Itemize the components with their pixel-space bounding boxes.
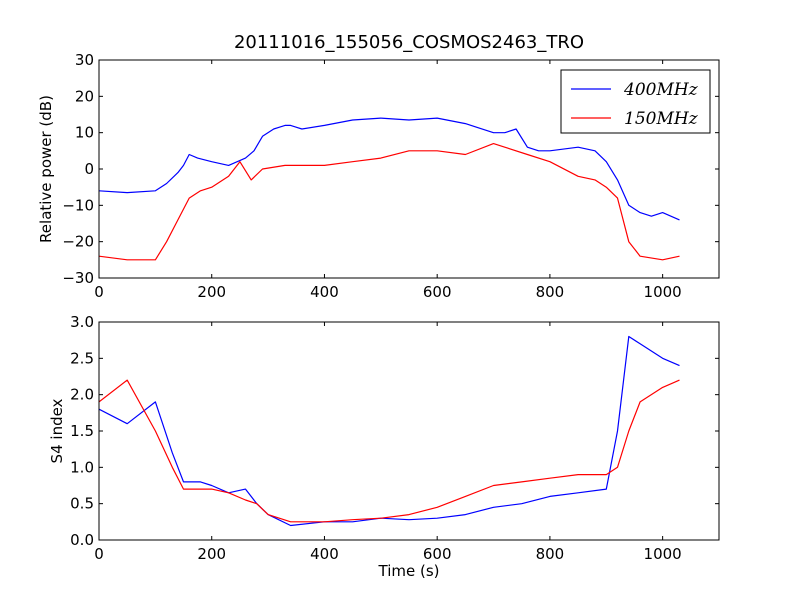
- power-series-150mhz: [99, 143, 680, 261]
- power-x-tick-label: 1000: [644, 283, 682, 301]
- power-series-400mhz: [99, 117, 680, 221]
- power-y-tick-label: 30: [75, 51, 94, 69]
- s4-y-tick-label: 2.0: [70, 386, 94, 404]
- power-x-tick-label: 400: [310, 283, 339, 301]
- s4-x-tick-label: 800: [536, 545, 565, 563]
- legend-label-400mhz: 400MHz: [623, 80, 699, 100]
- power-x-tick-label: 200: [197, 283, 226, 301]
- power-x-tick-label: 800: [536, 283, 565, 301]
- power-y-tick-label: −20: [62, 233, 94, 251]
- s4-x-tick-label: 600: [423, 545, 452, 563]
- s4-x-tick-label: 0: [94, 545, 104, 563]
- power-y-tick-label: −10: [62, 196, 94, 214]
- s4-axis-ticks: 0 200 400 600 800 1000 0.0 0.5 1.0 1.5 2.0 2.5 3.0: [70, 313, 719, 563]
- power-x-tick-label: 600: [423, 283, 452, 301]
- s4-series-400mhz: [99, 335, 680, 527]
- power-y-axis-label: Relative power (dB): [37, 95, 55, 243]
- s4-y-tick-label: 0.5: [70, 495, 94, 513]
- s4-x-tick-label: 400: [310, 545, 339, 563]
- chart-title: 20111016_155056_COSMOS2463_TRO: [234, 32, 584, 53]
- power-axis-ticks: 0 200 400 600 800 1000 −30 −20 −10 0 10 20 30: [62, 51, 719, 301]
- s4-y-tick-label: 0.0: [70, 531, 94, 549]
- s4-series-group: [99, 335, 680, 527]
- power-y-tick-label: 0: [84, 160, 94, 178]
- power-plot: 20111016_155056_COSMOS2463_TRO 0 200 400 60…: [37, 32, 720, 301]
- legend-box: [560, 69, 711, 134]
- legend: 400MHz 150MHz: [560, 69, 711, 134]
- s4-plot: 0 200 400 600 800 1000 0.0 0.5 1.0 1.5 2.0 2.5 3.0 S…: [48, 313, 720, 580]
- s4-x-tick-label: 1000: [644, 545, 682, 563]
- s4-series-150mhz: [99, 379, 680, 523]
- time-x-axis-label: Time (s): [378, 562, 440, 580]
- power-y-tick-label: 20: [75, 87, 94, 105]
- power-y-tick-label: −30: [62, 269, 94, 287]
- power-y-tick-label: 10: [75, 124, 94, 142]
- s4-y-tick-label: 1.0: [70, 458, 94, 476]
- s4-plot-frame: [98, 321, 720, 541]
- s4-y-axis-label: S4 index: [48, 398, 66, 463]
- s4-x-tick-label: 200: [197, 545, 226, 563]
- s4-y-tick-label: 1.5: [70, 422, 94, 440]
- power-series-group: [99, 117, 680, 261]
- s4-y-tick-label: 3.0: [70, 313, 94, 331]
- s4-y-tick-label: 2.5: [70, 349, 94, 367]
- power-x-tick-label: 0: [94, 283, 104, 301]
- legend-label-150mhz: 150MHz: [624, 109, 699, 129]
